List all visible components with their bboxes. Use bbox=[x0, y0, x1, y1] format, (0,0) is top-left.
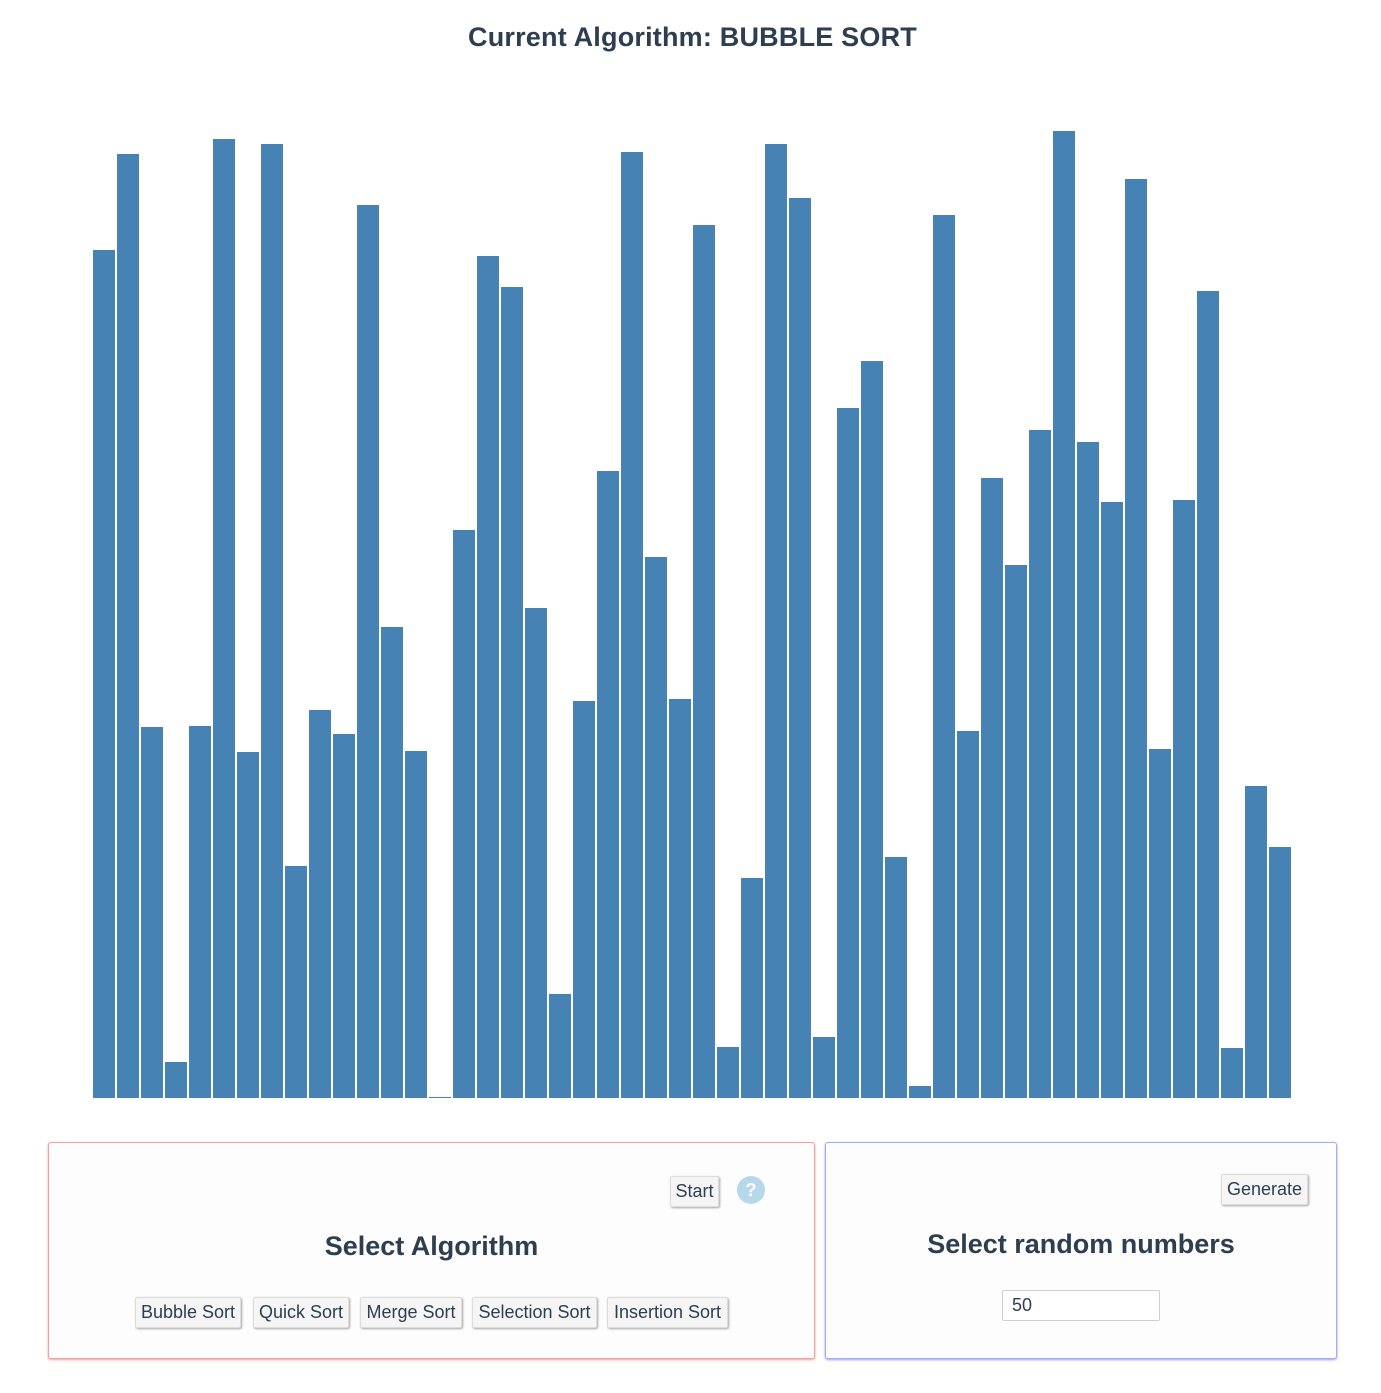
bar-19 bbox=[525, 608, 547, 1098]
question-circle-icon[interactable]: ? bbox=[737, 1176, 765, 1204]
current-algorithm-title: Current Algorithm: BUBBLE SORT bbox=[468, 22, 917, 52]
bar-6 bbox=[213, 139, 235, 1098]
bar-34 bbox=[885, 857, 907, 1098]
start-button[interactable]: Start bbox=[670, 1176, 719, 1207]
bar-3 bbox=[141, 727, 163, 1098]
bar-40 bbox=[1029, 430, 1051, 1098]
bar-14 bbox=[405, 751, 427, 1098]
bar-28 bbox=[741, 878, 763, 1098]
bar-44 bbox=[1125, 179, 1147, 1098]
select-random-numbers-heading: Select random numbers bbox=[927, 1229, 1235, 1259]
bar-24 bbox=[645, 557, 667, 1098]
bar-31 bbox=[813, 1037, 835, 1098]
bar-39 bbox=[1005, 565, 1027, 1098]
bar-1 bbox=[93, 250, 115, 1098]
generate-button[interactable]: Generate bbox=[1221, 1174, 1308, 1205]
bar-42 bbox=[1077, 442, 1099, 1098]
algorithm-panel: Start ? Select Algorithm Bubble Sort Qui… bbox=[48, 1142, 815, 1359]
bar-2 bbox=[117, 154, 139, 1098]
bar-27 bbox=[717, 1047, 739, 1098]
bar-25 bbox=[669, 699, 691, 1098]
bar-33 bbox=[861, 361, 883, 1098]
bar-chart bbox=[93, 131, 1291, 1098]
bar-41 bbox=[1053, 131, 1075, 1098]
insertion-sort-button[interactable]: Insertion Sort bbox=[607, 1297, 728, 1328]
bar-43 bbox=[1101, 502, 1123, 1098]
bar-35 bbox=[909, 1086, 931, 1098]
bar-49 bbox=[1245, 786, 1267, 1098]
bar-15 bbox=[429, 1097, 451, 1098]
bar-45 bbox=[1149, 749, 1171, 1098]
bar-5 bbox=[189, 726, 211, 1098]
bar-37 bbox=[957, 731, 979, 1098]
selection-sort-button[interactable]: Selection Sort bbox=[472, 1297, 597, 1328]
bar-8 bbox=[261, 144, 283, 1098]
bar-21 bbox=[573, 701, 595, 1098]
bar-20 bbox=[549, 994, 571, 1098]
bar-13 bbox=[381, 627, 403, 1098]
bar-10 bbox=[309, 710, 331, 1098]
bar-16 bbox=[453, 530, 475, 1098]
bar-23 bbox=[621, 152, 643, 1098]
bubble-sort-button[interactable]: Bubble Sort bbox=[135, 1297, 241, 1328]
bar-47 bbox=[1197, 291, 1219, 1098]
bar-9 bbox=[285, 866, 307, 1098]
merge-sort-button[interactable]: Merge Sort bbox=[360, 1297, 462, 1328]
bar-7 bbox=[237, 752, 259, 1098]
bar-22 bbox=[597, 471, 619, 1098]
random-numbers-panel: Generate Select random numbers bbox=[825, 1142, 1337, 1359]
bar-46 bbox=[1173, 500, 1195, 1098]
bar-26 bbox=[693, 225, 715, 1098]
bar-17 bbox=[477, 256, 499, 1098]
bar-11 bbox=[333, 734, 355, 1098]
number-count-input[interactable] bbox=[1002, 1290, 1160, 1321]
bar-50 bbox=[1269, 847, 1291, 1098]
quick-sort-button[interactable]: Quick Sort bbox=[253, 1297, 349, 1328]
select-algorithm-heading: Select Algorithm bbox=[324, 1231, 539, 1261]
bar-12 bbox=[357, 205, 379, 1098]
bar-4 bbox=[165, 1062, 187, 1098]
bar-38 bbox=[981, 478, 1003, 1098]
bar-18 bbox=[501, 287, 523, 1098]
bar-36 bbox=[933, 215, 955, 1098]
bar-30 bbox=[789, 198, 811, 1098]
bar-29 bbox=[765, 144, 787, 1098]
bar-32 bbox=[837, 408, 859, 1098]
bar-48 bbox=[1221, 1048, 1243, 1098]
